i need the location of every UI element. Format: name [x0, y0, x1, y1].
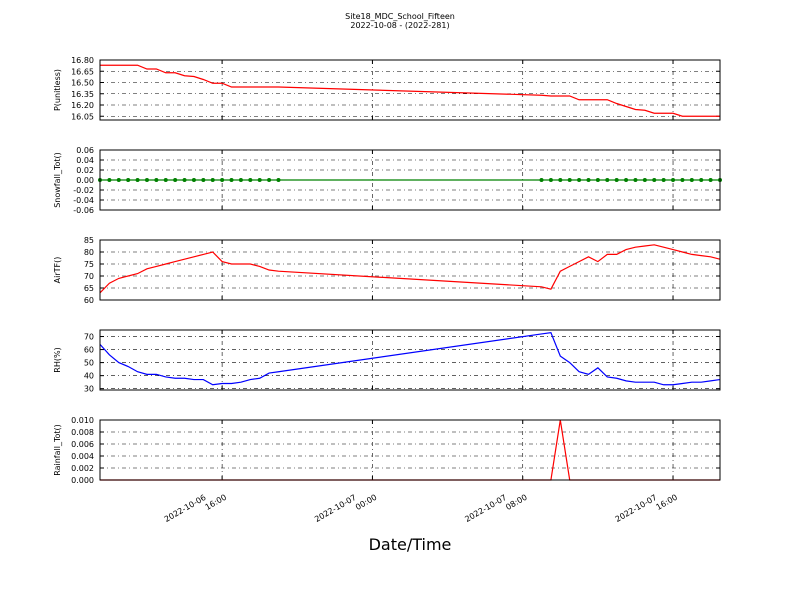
y-tick-label: -0.04	[73, 196, 94, 205]
y-axis-label: Rainfall_Tot()	[53, 424, 62, 476]
data-point	[201, 178, 206, 182]
data-line	[100, 244, 720, 294]
data-point	[182, 178, 187, 182]
data-point	[238, 178, 243, 182]
x-axis-label: Date/Time	[369, 535, 452, 554]
axes-frame	[99, 149, 721, 211]
axes-frame	[99, 239, 721, 301]
y-axis-label: AirTF()	[53, 257, 62, 284]
y-tick-label: 16.65	[71, 67, 94, 76]
data-point	[163, 178, 168, 182]
axes-frame	[99, 329, 721, 391]
data-point	[558, 178, 563, 182]
data-point	[144, 178, 149, 182]
y-tick-label: 0.006	[71, 440, 94, 449]
data-point	[633, 178, 638, 182]
y-tick-label: 16.05	[71, 112, 94, 121]
y-tick-label: 80	[84, 248, 94, 257]
y-tick-label: 0.004	[71, 452, 94, 461]
y-tick-label: 16.80	[71, 56, 94, 65]
y-tick-label: -0.06	[73, 206, 94, 215]
data-point	[276, 178, 281, 182]
data-point	[248, 178, 253, 182]
y-tick-label: 16.35	[71, 90, 94, 99]
data-point	[267, 178, 272, 182]
y-axis-label: RH(%)	[53, 347, 62, 372]
y-tick-label: 0.04	[76, 156, 94, 165]
data-point	[661, 178, 666, 182]
data-point	[689, 178, 694, 182]
data-point	[548, 178, 553, 182]
y-tick-label: 85	[84, 236, 94, 245]
data-point	[539, 178, 544, 182]
y-tick-label: 16.20	[71, 101, 94, 110]
axes-frame	[99, 59, 721, 121]
data-point	[173, 178, 178, 182]
y-axis-label: Snowfall_Tot()	[53, 152, 62, 208]
data-point	[614, 178, 619, 182]
y-tick-label: 0.010	[71, 416, 94, 425]
data-point	[567, 178, 572, 182]
data-point	[210, 178, 215, 182]
y-tick-label: 16.50	[71, 79, 94, 88]
data-point	[708, 178, 713, 182]
data-point	[642, 178, 647, 182]
y-tick-label: 40	[84, 372, 94, 381]
data-point	[577, 178, 582, 182]
y-tick-label: 60	[84, 296, 94, 305]
data-point	[680, 178, 685, 182]
data-point	[257, 178, 262, 182]
y-tick-label: 30	[84, 385, 94, 394]
data-point	[699, 178, 704, 182]
y-tick-label: 65	[84, 284, 94, 293]
y-tick-label: 0.002	[71, 464, 94, 473]
chart-title: Site18_MDC_School_Fifteen	[345, 12, 455, 21]
y-axis-label: P(unitless)	[53, 69, 62, 111]
axes-frame	[99, 419, 721, 481]
y-tick-label: 70	[84, 272, 94, 281]
chart-subtitle: 2022-10-08 - (2022-281)	[350, 21, 449, 30]
data-point	[671, 178, 676, 182]
y-tick-label: 60	[84, 346, 94, 355]
data-point	[126, 178, 131, 182]
y-tick-label: 0.02	[76, 166, 94, 175]
y-tick-label: 0.06	[76, 146, 94, 155]
data-point	[595, 178, 600, 182]
y-tick-label: 70	[84, 333, 94, 342]
y-tick-label: 0.000	[71, 476, 94, 485]
y-tick-label: 50	[84, 359, 94, 368]
data-point	[605, 178, 610, 182]
data-point	[116, 178, 121, 182]
data-point	[229, 178, 234, 182]
data-point	[220, 178, 225, 182]
y-tick-label: 0.00	[76, 176, 94, 185]
data-point	[154, 178, 159, 182]
data-point	[191, 178, 196, 182]
data-line	[100, 331, 720, 386]
y-tick-label: 75	[84, 260, 94, 269]
data-point	[652, 178, 657, 182]
data-line	[100, 64, 720, 117]
y-tick-label: -0.02	[73, 186, 94, 195]
data-point	[107, 178, 112, 182]
data-point	[135, 178, 140, 182]
data-point	[624, 178, 629, 182]
y-tick-label: 0.008	[71, 428, 94, 437]
data-point	[586, 178, 591, 182]
